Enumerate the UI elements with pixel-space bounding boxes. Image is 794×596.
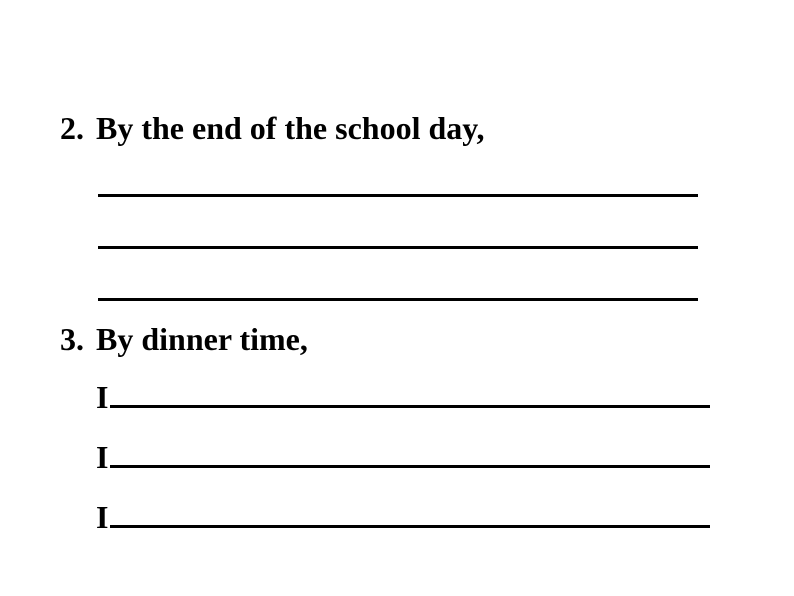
question-2-line-1 xyxy=(96,165,734,197)
question-2: 2. By the end of the school day, xyxy=(60,110,734,301)
blank-underline xyxy=(110,496,710,528)
question-3: 3. By dinner time, I I I xyxy=(60,321,734,536)
question-2-prompt-text: By the end of the school day, xyxy=(96,110,484,147)
question-2-line-2 xyxy=(96,217,734,249)
blank-underline xyxy=(98,165,698,197)
question-3-line-1: I xyxy=(96,376,734,416)
question-3-number: 3. xyxy=(60,321,96,358)
question-3-line-3: I xyxy=(96,496,734,536)
blank-underline xyxy=(110,376,710,408)
question-3-prompt-row: 3. By dinner time, xyxy=(60,321,734,358)
question-2-number: 2. xyxy=(60,110,96,147)
question-3-line-1-prefix: I xyxy=(96,379,108,416)
blank-underline xyxy=(98,269,698,301)
blank-underline xyxy=(98,217,698,249)
question-3-line-2: I xyxy=(96,436,734,476)
blank-underline xyxy=(110,436,710,468)
worksheet-content: 2. By the end of the school day, 3. By d… xyxy=(60,110,734,536)
question-2-line-3 xyxy=(96,269,734,301)
question-3-prompt-text: By dinner time, xyxy=(96,321,308,358)
question-3-line-2-prefix: I xyxy=(96,439,108,476)
question-2-prompt-row: 2. By the end of the school day, xyxy=(60,110,734,147)
question-3-line-3-prefix: I xyxy=(96,499,108,536)
